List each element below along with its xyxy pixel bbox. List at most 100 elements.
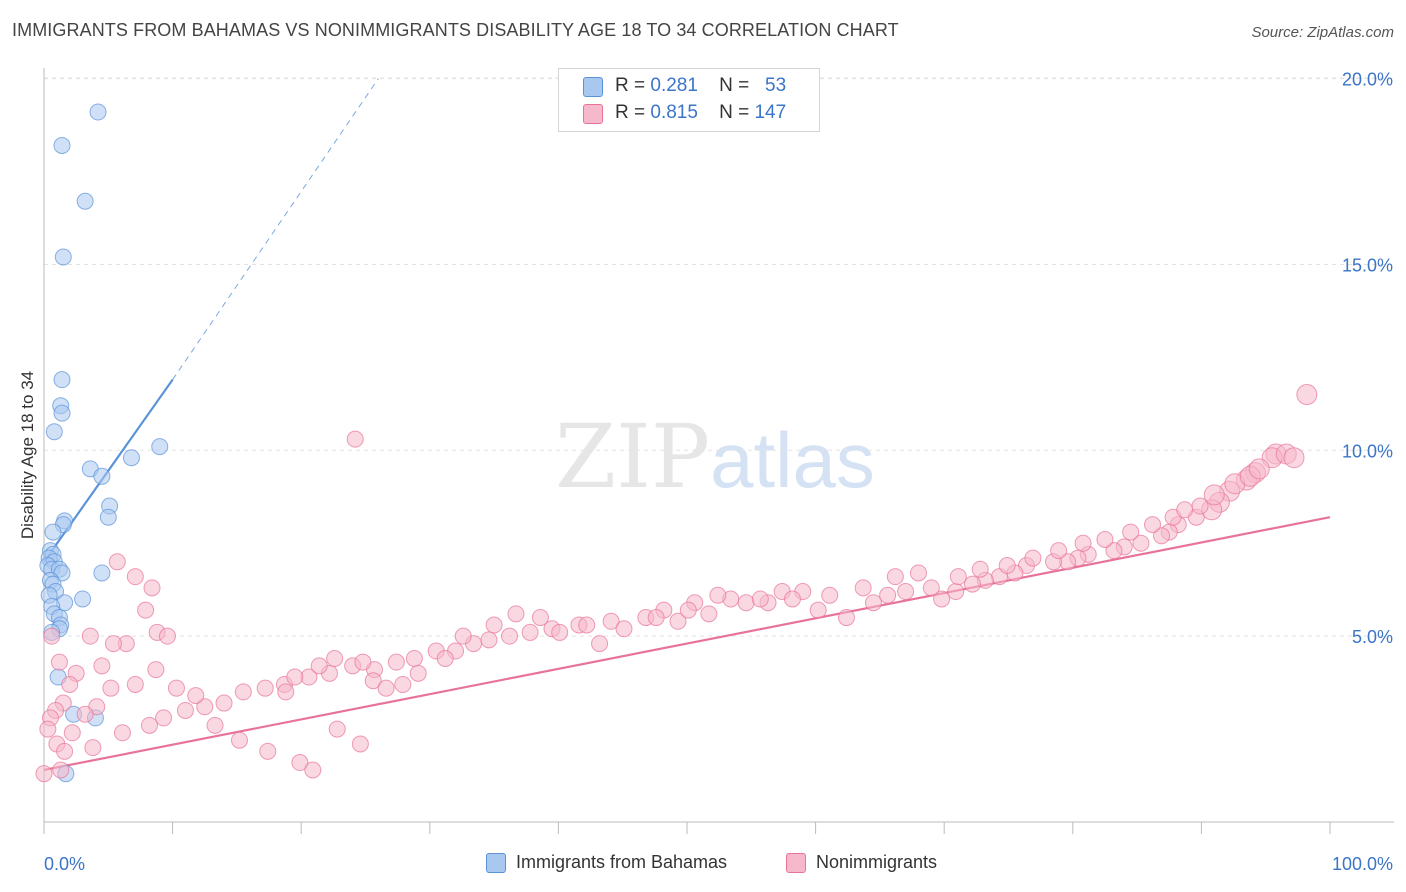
point-nonimmigrants (436, 649, 454, 667)
data-points (35, 103, 1318, 783)
legend-n-value: 147 (754, 102, 787, 123)
point-bahamas (93, 467, 111, 485)
bottom-legend-label: Immigrants from Bahamas (516, 852, 728, 872)
point-nonimmigrants (501, 627, 519, 645)
point-nonimmigrants (387, 653, 405, 671)
point-nonimmigrants (104, 635, 122, 653)
point-nonimmigrants (187, 687, 205, 705)
point-nonimmigrants (43, 627, 61, 645)
point-nonimmigrants (81, 627, 99, 645)
y-tick-label: 20.0% (1342, 70, 1393, 90)
y-axis-label: Disability Age 18 to 34 (18, 370, 37, 540)
point-nonimmigrants (854, 579, 872, 597)
point-nonimmigrants (39, 720, 57, 738)
point-nonimmigrants (1191, 497, 1209, 515)
point-nonimmigrants (1153, 527, 1171, 545)
point-nonimmigrants (409, 664, 427, 682)
point-bahamas (76, 192, 94, 210)
point-nonimmigrants (143, 579, 161, 597)
bottom-legend-swatch-nonimmigrants (786, 853, 806, 873)
point-nonimmigrants (480, 631, 498, 649)
watermark-atlas: atlas (710, 416, 875, 504)
point-nonimmigrants (521, 623, 539, 641)
point-nonimmigrants (277, 683, 295, 701)
point-nonimmigrants (1122, 523, 1140, 541)
point-nonimmigrants (602, 612, 620, 630)
point-bahamas (44, 523, 62, 541)
chart-title: IMMIGRANTS FROM BAHAMAS VS NONIMMIGRANTS… (12, 20, 899, 40)
y-tick-label: 10.0% (1342, 441, 1393, 461)
point-nonimmigrants (922, 579, 940, 597)
point-nonimmigrants (351, 735, 369, 753)
legend-r-value: 0.281 (650, 75, 698, 96)
point-nonimmigrants (971, 560, 989, 578)
point-nonimmigrants (93, 657, 111, 675)
point-nonimmigrants (35, 765, 53, 783)
x-tick-label: 0.0% (44, 854, 85, 874)
point-bahamas (151, 438, 169, 456)
point-nonimmigrants (234, 683, 252, 701)
point-nonimmigrants (1050, 542, 1068, 560)
legend-swatch-nonimmigrants (583, 104, 603, 124)
point-nonimmigrants (76, 705, 94, 723)
point-nonimmigrants (998, 557, 1016, 575)
point-nonimmigrants (167, 679, 185, 697)
point-bahamas (54, 248, 72, 266)
point-nonimmigrants (897, 583, 915, 601)
point-nonimmigrants (821, 586, 839, 604)
point-nonimmigrants (837, 609, 855, 627)
point-nonimmigrants (196, 698, 214, 716)
axes (43, 68, 1394, 834)
point-nonimmigrants (783, 590, 801, 608)
trend-lines (43, 78, 1331, 772)
point-nonimmigrants (354, 653, 372, 671)
point-nonimmigrants (679, 601, 697, 619)
correlation-legend: R = 0.281 N = 53 R = 0.815 N = 147 (558, 68, 820, 132)
point-bahamas (53, 136, 71, 154)
point-nonimmigrants (1176, 501, 1194, 519)
point-nonimmigrants (1024, 549, 1042, 567)
point-nonimmigrants (551, 623, 569, 641)
point-nonimmigrants (700, 605, 718, 623)
point-nonimmigrants (113, 724, 131, 742)
point-nonimmigrants (377, 679, 395, 697)
point-nonimmigrants (1283, 447, 1305, 469)
trend-line-1 (43, 516, 1331, 772)
x-tick-label: 100.0% (1332, 854, 1393, 874)
point-nonimmigrants (909, 564, 927, 582)
point-nonimmigrants (737, 594, 755, 612)
watermark-zip: ZIP (555, 405, 711, 508)
legend-swatch-bahamas (583, 77, 603, 97)
point-nonimmigrants (137, 601, 155, 619)
point-nonimmigrants (1296, 384, 1318, 406)
point-nonimmigrants (1248, 458, 1270, 480)
point-bahamas (53, 404, 71, 422)
point-nonimmigrants (647, 609, 665, 627)
point-nonimmigrants (709, 586, 727, 604)
point-nonimmigrants (108, 553, 126, 571)
point-nonimmigrants (291, 754, 309, 772)
point-nonimmigrants (84, 739, 102, 757)
point-nonimmigrants (304, 761, 322, 779)
point-nonimmigrants (591, 635, 609, 653)
point-nonimmigrants (158, 627, 176, 645)
legend-r-label: R = (615, 75, 646, 96)
legend-r-label: R = (615, 102, 646, 123)
point-nonimmigrants (346, 430, 364, 448)
point-nonimmigrants (454, 627, 472, 645)
point-nonimmigrants (326, 649, 344, 667)
legend-n-value: 53 (765, 75, 787, 96)
point-nonimmigrants (215, 694, 233, 712)
point-nonimmigrants (155, 709, 173, 727)
source-credit: Source: ZipAtlas.com (1251, 24, 1394, 41)
y-tick-label: 5.0% (1352, 627, 1393, 647)
point-nonimmigrants (1203, 484, 1225, 506)
legend-n-label: N = (719, 75, 750, 96)
point-nonimmigrants (52, 761, 70, 779)
point-nonimmigrants (63, 724, 81, 742)
point-nonimmigrants (259, 742, 277, 760)
point-nonimmigrants (256, 679, 274, 697)
point-nonimmigrants (206, 716, 224, 734)
point-nonimmigrants (1074, 534, 1092, 552)
point-nonimmigrants (578, 616, 596, 634)
